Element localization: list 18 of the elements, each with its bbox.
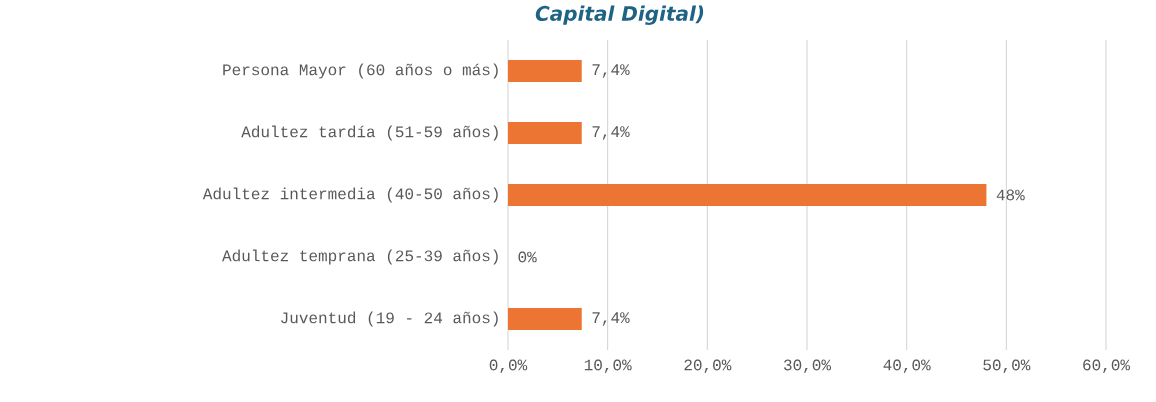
y-tick-label: Persona Mayor (60 años o más) [223, 63, 498, 79]
data-label: 7,4% [592, 312, 630, 326]
x-tick-label: 30,0% [784, 359, 832, 374]
x-tick-label: 60,0% [1083, 359, 1131, 374]
data-label: 7,4% [592, 126, 630, 140]
chart-title: Capital Digital) [535, 5, 704, 26]
x-tick-label: 50,0% [983, 359, 1031, 374]
x-tick-label: 40,0% [883, 359, 931, 374]
data-label: 48% [996, 189, 1025, 201]
data-label: 7,4% [592, 64, 630, 78]
y-tick-label: Adultez tardía (51-59 años) [241, 125, 498, 141]
y-tick-label: Juventud (19 - 24 años) [281, 311, 498, 327]
x-tick-label: 0,0% [489, 359, 528, 374]
y-tick-label: Adultez intermedia (40-50 años) [202, 187, 498, 203]
data-label: 0% [518, 251, 537, 263]
y-tick-label: Adultez temprana (25-39 años) [222, 249, 498, 265]
x-tick-label: 10,0% [584, 359, 632, 374]
x-tick-label: 20,0% [684, 359, 732, 374]
